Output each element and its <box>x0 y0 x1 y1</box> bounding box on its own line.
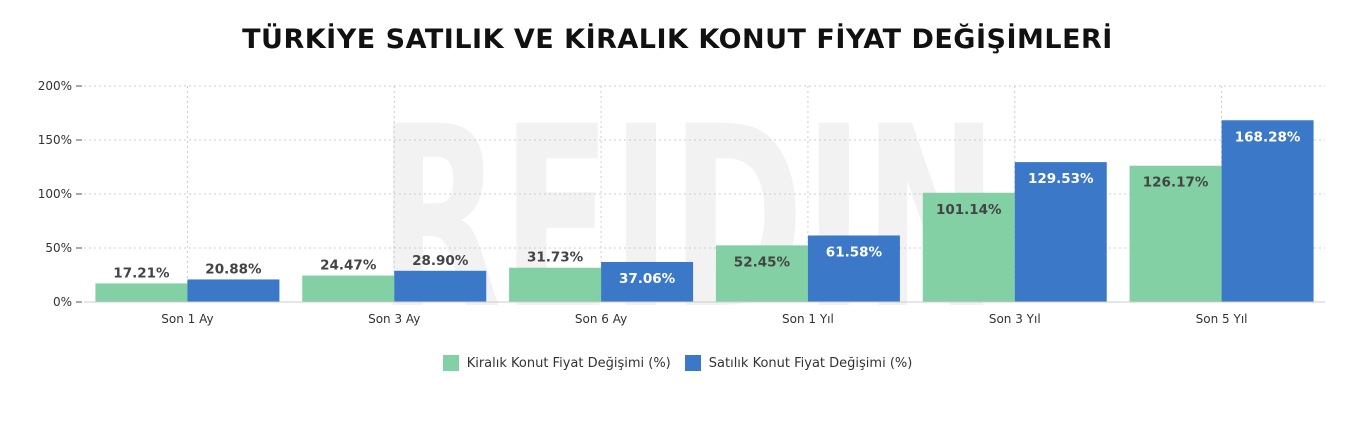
data-label: 52.45% <box>734 254 791 270</box>
x-axis: Son 1 Ay Son 3 Ay Son 6 Ay Son 1 Yıl Son 3 Y… <box>84 301 1325 326</box>
data-label: 129.53% <box>1028 171 1094 187</box>
x-tick-label: Son 5 Yıl <box>1196 312 1248 326</box>
x-tick-label: Son 3 Ay <box>368 312 420 326</box>
data-label: 24.47% <box>320 258 377 274</box>
bar-satilik[interactable] <box>601 261 694 302</box>
y-tick-label: 50% <box>45 241 72 255</box>
bar-satilik[interactable] <box>1014 162 1107 302</box>
data-label: 168.28% <box>1235 129 1301 145</box>
data-label: 37.06% <box>619 271 676 287</box>
data-label: 17.21% <box>113 265 170 281</box>
bar-satilik[interactable] <box>1221 120 1314 302</box>
bar-kiralik[interactable] <box>302 275 395 302</box>
legend-label-satilik: Satılık Konut Fiyat Değişimi (%) <box>708 355 913 371</box>
x-tick-label: Son 3 Yıl <box>989 312 1041 326</box>
bar-kiralik[interactable] <box>715 245 808 302</box>
legend: Kiralık Konut Fiyat Değişimi (%) Satılık… <box>0 355 1355 371</box>
data-label: 28.90% <box>412 253 469 269</box>
legend-swatch-kiralik <box>442 355 459 371</box>
bar-satilik[interactable] <box>187 279 280 302</box>
y-axis: 0% 50% 100% 150% 200% <box>38 79 82 309</box>
y-tick-label: 150% <box>38 133 72 147</box>
bar-kiralik[interactable] <box>95 283 188 302</box>
bar-kiralik[interactable] <box>922 192 1015 302</box>
x-tick-label: Son 1 Yıl <box>782 312 834 326</box>
y-tick-label: 0% <box>53 295 72 309</box>
bar-kiralik[interactable] <box>1129 165 1222 302</box>
bar-chart: REIDIN 0% 50% 100% 150% 200% 17.21% 20.88% 24.… <box>38 73 1325 350</box>
bar-satilik[interactable] <box>394 270 487 302</box>
data-label: 126.17% <box>1143 175 1209 191</box>
legend-item-satilik[interactable]: Satılık Konut Fiyat Değişimi (%) <box>684 355 913 371</box>
bar-satilik[interactable] <box>807 235 900 302</box>
bars: 17.21% 20.88% 24.47% 28.90% 31.73% 37.06% 52.4… <box>95 120 1314 302</box>
chart-title: TÜRKİYE SATILIK VE KİRALIK KONUT FİYAT D… <box>242 24 1113 55</box>
data-label: 31.73% <box>527 250 584 266</box>
bar-kiralik[interactable] <box>509 267 602 302</box>
data-label: 20.88% <box>205 261 262 277</box>
y-tick-label: 100% <box>38 187 72 201</box>
x-tick-label: Son 6 Ay <box>575 312 627 326</box>
legend-label-kiralik: Kiralık Konut Fiyat Değişimi (%) <box>466 355 671 371</box>
legend-item-kiralik[interactable]: Kiralık Konut Fiyat Değişimi (%) <box>442 355 671 371</box>
legend-swatch-satilik <box>684 355 701 371</box>
watermark: REIDIN <box>378 73 998 350</box>
y-tick-label: 200% <box>38 79 72 93</box>
x-tick-label: Son 1 Ay <box>161 312 213 326</box>
data-label: 101.14% <box>936 202 1002 218</box>
data-label: 61.58% <box>826 244 883 260</box>
